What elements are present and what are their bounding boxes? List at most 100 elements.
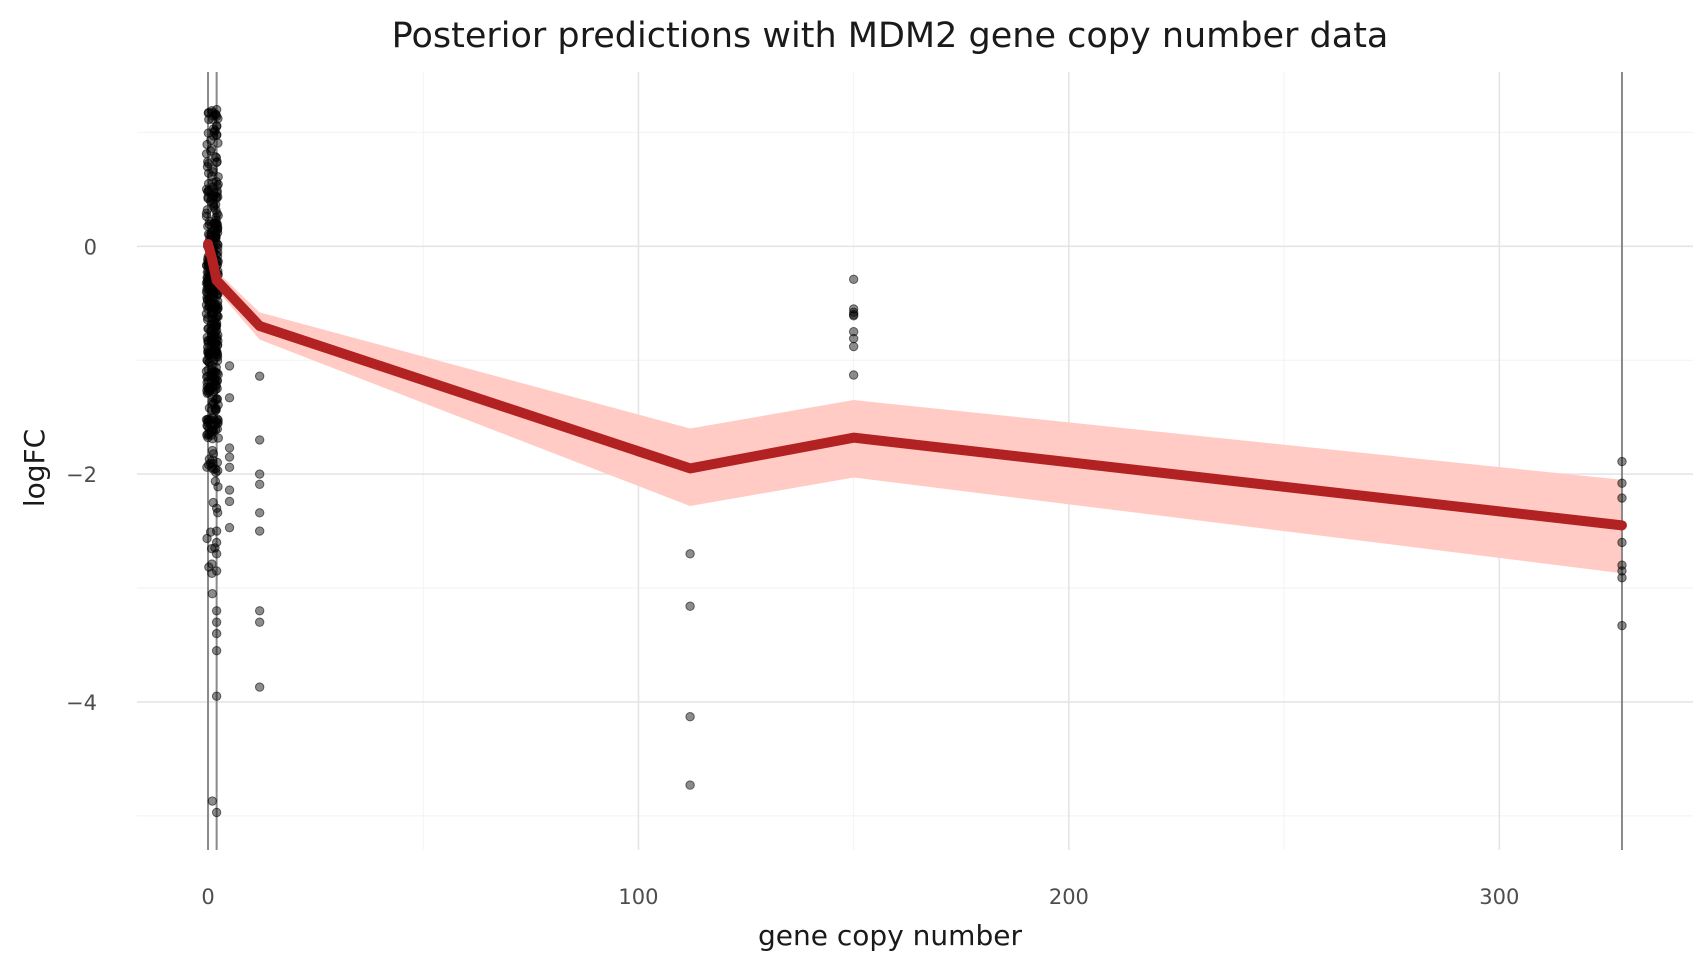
data-point — [213, 482, 223, 492]
x-axis-label: gene copy number — [758, 919, 1022, 952]
data-point — [848, 370, 859, 380]
data-point — [1617, 573, 1627, 583]
data-point — [211, 503, 222, 513]
data-point — [224, 496, 235, 507]
data-point — [211, 549, 222, 559]
data-point — [203, 323, 213, 334]
data-point — [211, 121, 222, 132]
data-point — [207, 796, 218, 806]
data-point — [254, 508, 265, 518]
data-point — [207, 445, 218, 456]
y-tick-labels: 0 −2 −4 — [66, 235, 97, 715]
data-point — [207, 392, 218, 403]
data-point — [685, 549, 695, 559]
data-point — [211, 628, 222, 639]
data-point — [207, 568, 217, 578]
x-tick-label: 100 — [618, 885, 658, 909]
data-point — [211, 606, 222, 616]
data-point — [254, 469, 265, 479]
data-point — [685, 780, 695, 790]
data-point — [208, 372, 218, 382]
y-axis-label: logFC — [18, 429, 51, 507]
data-point — [204, 348, 214, 358]
data-point — [213, 289, 223, 299]
data-point — [212, 348, 222, 359]
data-point — [685, 601, 695, 611]
data-point — [254, 682, 265, 692]
data-point — [254, 435, 265, 445]
data-point — [208, 167, 218, 177]
data-point — [210, 476, 221, 487]
data-point — [224, 462, 235, 472]
data-point — [213, 418, 223, 428]
data-point — [254, 479, 265, 490]
data-point — [254, 371, 265, 381]
data-point — [204, 382, 215, 393]
data-point — [1617, 456, 1627, 467]
data-point — [224, 443, 235, 453]
data-point — [213, 138, 223, 148]
data-point — [848, 327, 859, 337]
prediction-line — [203, 239, 1627, 531]
data-point — [203, 186, 214, 196]
data-point — [207, 559, 217, 569]
data-point — [224, 485, 235, 495]
data-point — [211, 566, 222, 576]
data-point — [203, 158, 214, 169]
prediction-line-path — [203, 239, 1627, 531]
data-point — [207, 589, 218, 599]
data-point — [203, 229, 214, 239]
credible-band — [208, 240, 1622, 574]
data-point — [211, 807, 222, 818]
data-point — [211, 645, 222, 656]
x-tick-label: 300 — [1479, 885, 1519, 909]
data-point — [209, 336, 219, 346]
data-point — [224, 522, 235, 533]
data-point — [204, 357, 214, 368]
data-point — [206, 427, 217, 437]
data-point — [213, 179, 223, 189]
data-point — [213, 466, 223, 476]
data-point — [202, 462, 212, 472]
data-point — [254, 606, 265, 616]
data-point — [848, 307, 859, 318]
data-point — [211, 691, 222, 701]
x-tick-labels: 0 100 200 300 — [201, 885, 1519, 909]
data-point — [254, 617, 265, 627]
data-point — [1617, 478, 1627, 488]
data-point — [210, 302, 221, 312]
data-point — [211, 403, 221, 414]
chart-title: Posterior predictions with MDM2 gene cop… — [392, 16, 1389, 56]
data-point — [254, 526, 265, 536]
x-tick-label: 0 — [201, 885, 214, 909]
x-tick-label: 200 — [1049, 885, 1089, 909]
data-point — [211, 104, 222, 115]
data-point — [211, 526, 222, 536]
data-point — [209, 202, 219, 212]
data-point — [224, 361, 235, 371]
data-point — [848, 341, 859, 352]
y-tick-label: −2 — [66, 463, 97, 487]
data-point — [211, 215, 221, 225]
credible-band-area — [208, 240, 1622, 574]
data-point — [203, 283, 213, 293]
data-point — [848, 333, 859, 344]
data-point — [211, 617, 222, 627]
data-point — [1617, 537, 1627, 548]
data-point — [211, 318, 222, 328]
data-point — [1617, 566, 1627, 576]
data-point — [1617, 620, 1627, 631]
data-point — [212, 352, 223, 362]
data-point — [209, 317, 219, 328]
data-point — [211, 537, 222, 548]
data-point — [224, 452, 235, 462]
data-point — [848, 309, 859, 320]
data-point — [224, 393, 235, 403]
y-tick-label: 0 — [84, 235, 97, 259]
data-point — [201, 211, 212, 222]
data-point — [848, 274, 859, 285]
data-point — [205, 146, 216, 156]
data-point — [685, 712, 695, 722]
